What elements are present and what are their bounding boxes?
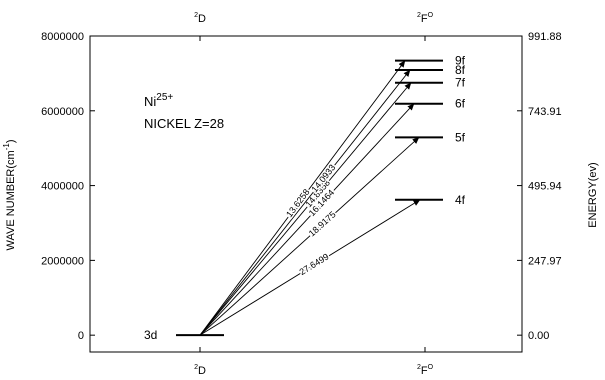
top-col-label-d: 2D [194, 12, 206, 25]
bottom-col-label-f: 2FO [417, 364, 434, 377]
transitions: 27.649918.917516.146414.835814.093313.62… [199, 60, 421, 336]
bottom-column-labels: 2D 2FO [194, 364, 434, 377]
level-label-4f: 4f [455, 193, 466, 207]
level-label-7f: 7f [455, 76, 466, 90]
ion-base: Ni [144, 94, 156, 109]
transition-label-4f: 27.6499 [298, 251, 331, 277]
top-column-labels: 2D 2FO [194, 12, 434, 25]
right-tick-label-4: 991.88 [528, 31, 562, 43]
left-axis-title-close: ) [5, 139, 17, 143]
left-axis-title: WAVE NUMBER(cm-1) [2, 139, 17, 250]
level-label-5f: 5f [455, 130, 466, 144]
plot-frame [89, 35, 523, 353]
left-tick-label-0: 0 [78, 330, 84, 342]
left-axis-title-exp: -1 [2, 143, 11, 151]
level-label-6f: 6f [455, 97, 466, 111]
ion-label: Ni25+ [144, 92, 173, 109]
left-tick-label-4: 8000000 [41, 31, 84, 43]
transition-9f [199, 60, 406, 336]
axis-ticks: 0 2000000 4000000 6000000 8000000 0.00 247.97 4… [41, 31, 562, 352]
level-label-8f: 8f [455, 63, 466, 77]
right-tick-label-3: 743.91 [528, 106, 562, 118]
level-label-9f: 9f [455, 54, 466, 68]
transition-6f [199, 103, 415, 336]
left-tick-label-2: 4000000 [41, 181, 84, 193]
left-tick-label-3: 6000000 [41, 106, 84, 118]
right-tick-label-0: 0.00 [528, 330, 549, 342]
top-col-label-f: 2FO [417, 12, 434, 25]
ion-charge: 25+ [156, 92, 173, 103]
transition-8f [199, 69, 411, 336]
transition-5f [199, 137, 420, 336]
transition-4f [199, 199, 421, 336]
transition-7f [199, 82, 412, 336]
element-label: NICKEL Z=28 [144, 116, 224, 131]
right-tick-label-2: 495.94 [528, 181, 562, 193]
left-axis-title-main: WAVE NUMBER(cm [5, 150, 17, 250]
bottom-col-label-d: 2D [194, 364, 206, 377]
left-tick-label-1: 2000000 [41, 255, 84, 267]
level-label-3d: 3d [144, 328, 157, 342]
right-axis-title: ENERGY(ev) [587, 162, 599, 227]
right-tick-label-1: 247.97 [528, 255, 562, 267]
